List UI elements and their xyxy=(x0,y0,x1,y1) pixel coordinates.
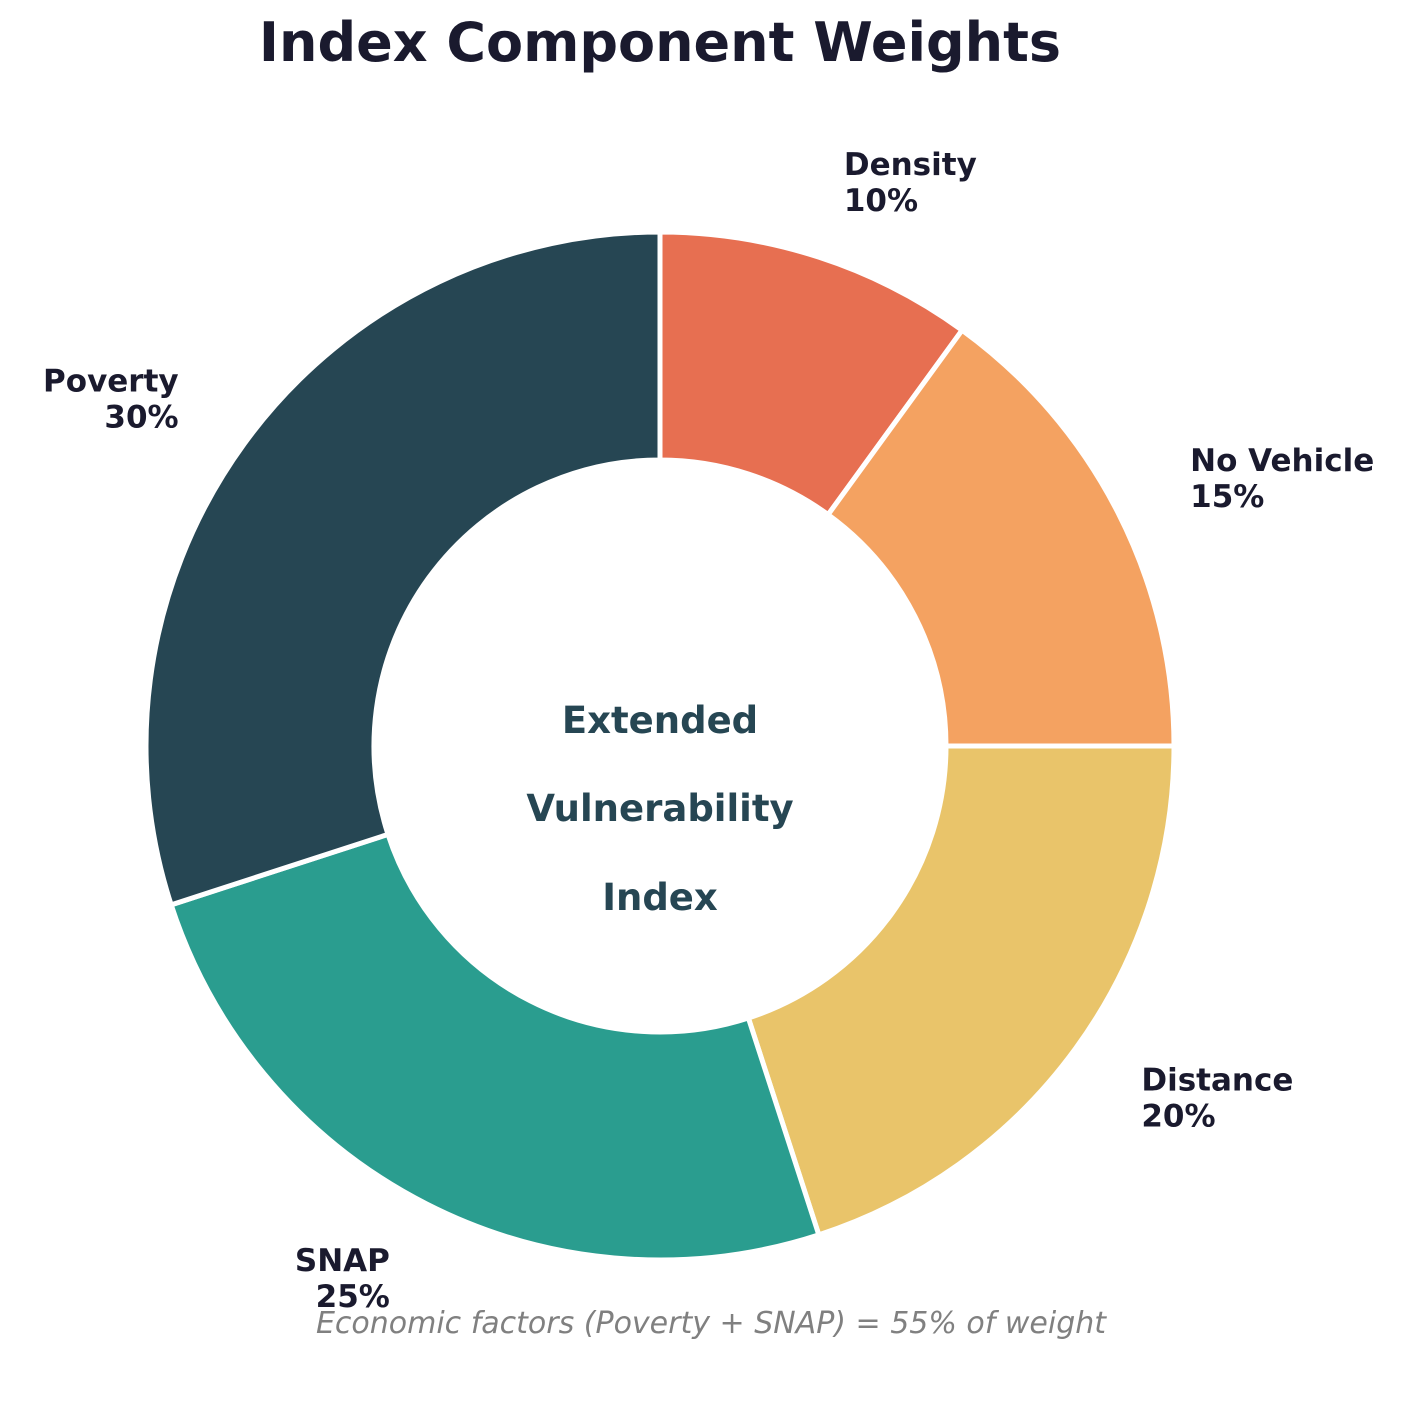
slice-no-vehicle xyxy=(824,326,1177,749)
slice-density xyxy=(657,229,966,519)
slice-label-value: 30% xyxy=(104,399,178,435)
center-text-line-2: Vulnerability xyxy=(526,787,793,830)
slice-label-name: No Vehicle xyxy=(1190,443,1374,479)
slice-label: No Vehicle 15% xyxy=(1190,443,1374,515)
slice-label: Distance 20% xyxy=(1141,1063,1293,1135)
slice-poverty xyxy=(143,229,663,908)
slice-label-name: Poverty xyxy=(43,363,179,399)
annotation-note: Economic factors (Poverty + SNAP) = 55% … xyxy=(316,1306,1107,1341)
slice-label-name: SNAP xyxy=(295,1243,390,1279)
slice-snap xyxy=(168,831,822,1263)
slice-label-name: Density xyxy=(844,147,977,183)
slice-label-value: 10% xyxy=(844,183,918,219)
slice-distance xyxy=(745,743,1177,1238)
center-text-line-3: Index xyxy=(602,876,718,919)
slice-label: Density 10% xyxy=(844,147,977,219)
slice-label: SNAP 25% xyxy=(295,1243,390,1315)
slice-label-value: 25% xyxy=(316,1279,390,1315)
slice-label-value: 20% xyxy=(1141,1099,1215,1135)
slice-label-value: 15% xyxy=(1190,479,1264,515)
chart-title: Index Component Weights xyxy=(259,11,1061,74)
slice-label: Poverty 30% xyxy=(43,363,179,435)
center-text-line-1: Extended xyxy=(562,699,758,742)
slice-label-name: Distance xyxy=(1141,1063,1293,1099)
